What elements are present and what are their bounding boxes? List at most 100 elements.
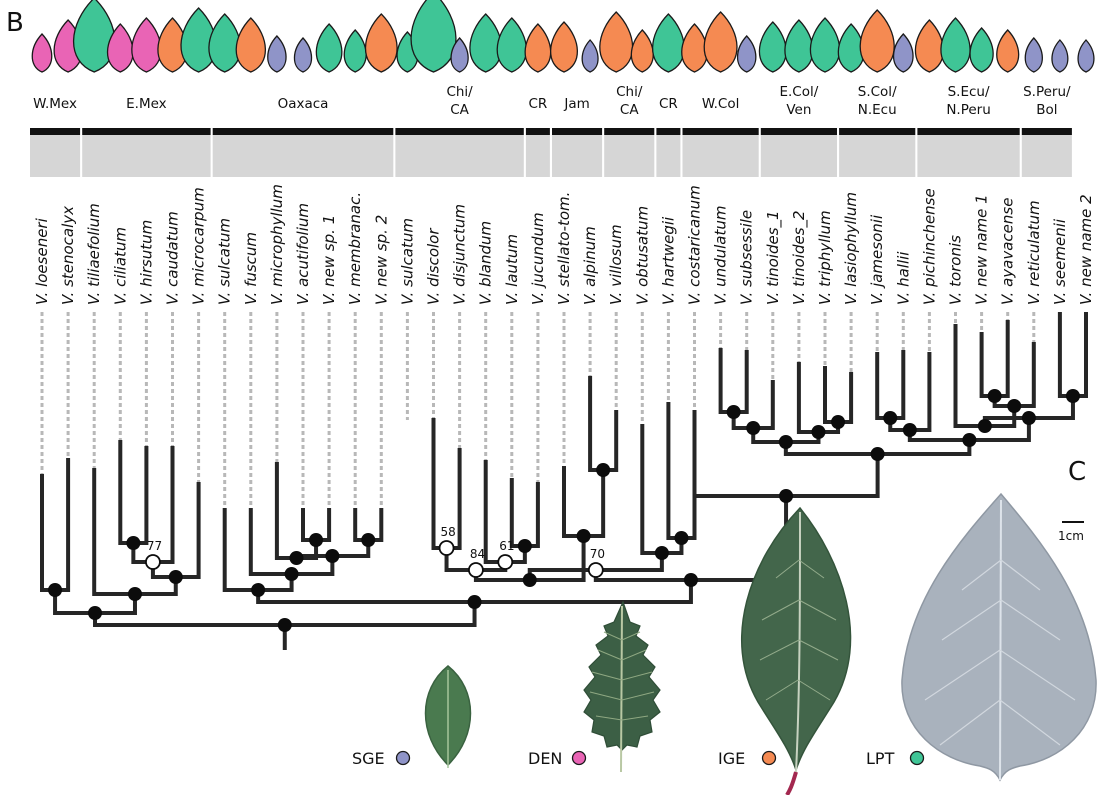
leaf-photo-ige: [740, 506, 852, 795]
region-shade: [212, 135, 394, 177]
leaf-silhouette: [581, 39, 599, 73]
support-node-full: [126, 536, 141, 550]
region-label: CA: [450, 102, 469, 118]
leaf-silhouette: [267, 35, 287, 73]
region-label: S.Ecu/: [948, 84, 990, 100]
support-node-full: [870, 447, 885, 461]
taxon-label: V. microphyllum: [268, 184, 286, 305]
taxon-label: V. toronis: [947, 235, 965, 305]
region-bar: [525, 128, 550, 135]
taxon-label: V. stenocalyx: [59, 206, 77, 305]
leaf-silhouette: [524, 23, 552, 73]
leaf-silhouette: [703, 11, 738, 73]
support-node-full: [284, 567, 299, 581]
support-value: 58: [441, 525, 456, 539]
region-label: N.Peru: [946, 102, 990, 118]
support-value: 61: [499, 539, 514, 553]
leaf-silhouette: [450, 37, 469, 73]
support-node-full: [309, 533, 324, 547]
region-label: Chi/: [446, 84, 473, 100]
leaf-silhouette: [1051, 39, 1069, 73]
region-shade: [82, 135, 211, 177]
region-label: N.Ecu: [858, 102, 897, 118]
support-nodes: 77 58 61 84 70: [48, 389, 1080, 632]
panel-label-c: C: [1068, 457, 1086, 487]
leaf-photo-lpt: [901, 492, 1097, 782]
region-label: W.Mex: [33, 96, 77, 112]
leaf-silhouette: [364, 13, 398, 73]
taxon-label: V. alpinum: [581, 226, 599, 305]
taxon-label: V. lautum: [503, 234, 521, 305]
region-bar: [212, 128, 394, 135]
taxon-label: V. obtusatum: [633, 206, 651, 305]
taxon-label: V. seemenii: [1051, 218, 1069, 305]
region-shade: [839, 135, 916, 177]
legend-swatch: [395, 750, 411, 766]
support-node-full: [987, 389, 1002, 403]
leaf-silhouette: [940, 17, 971, 73]
region-label: W.Col: [702, 96, 740, 112]
leaf-silhouette: [681, 23, 708, 73]
taxon-label: V. tiliaefolium: [85, 203, 103, 305]
support-node-full: [361, 533, 376, 547]
taxon-labels: V. loeseneri V. stenocalyx V. tiliaefolium…: [33, 184, 1095, 510]
legend-swatch: [909, 750, 925, 766]
leaf-silhouette: [293, 37, 313, 73]
support-node-full: [576, 529, 591, 543]
leaf-silhouette: [599, 11, 634, 73]
leaf-silhouette: [410, 0, 457, 73]
taxon-label: V. fuscum: [242, 232, 260, 305]
leaf-silhouette: [809, 17, 841, 73]
support-node-full: [522, 573, 537, 587]
taxon-label: V. sulcatum: [398, 218, 416, 305]
support-node-full: [811, 425, 826, 439]
taxon-label: V. reticulatum: [1025, 200, 1043, 305]
region-label: CR: [659, 96, 678, 112]
leaf-type-legend: SGE DEN IGE LPT: [352, 749, 925, 768]
scale-bar: 1cm: [1058, 521, 1084, 543]
region-label: S.Col/: [858, 84, 897, 100]
taxon-label: V. jucundum: [529, 212, 547, 305]
region-bar: [682, 128, 759, 135]
leaf-silhouette: [208, 13, 242, 73]
taxon-label: V. hirsutum: [137, 220, 155, 305]
support-node-full: [977, 419, 992, 433]
taxon-label: V. hartwegii: [659, 216, 677, 305]
support-node-full: [517, 539, 532, 553]
support-node-full: [779, 489, 794, 503]
region-shade: [656, 135, 681, 177]
support-node-full: [883, 411, 898, 425]
leaf-silhouette: [651, 13, 685, 73]
region-bar: [656, 128, 681, 135]
support-node-partial: [468, 562, 484, 578]
region-bar: [82, 128, 211, 135]
leaf-silhouette: [73, 0, 116, 73]
taxon-label: V. pichinchense: [920, 188, 938, 305]
region-shade: [552, 135, 603, 177]
support-node-full: [746, 421, 761, 435]
region-shade: [1021, 135, 1072, 177]
legend-swatch: [571, 750, 587, 766]
region-shade: [30, 135, 81, 177]
region-bar: [30, 128, 81, 135]
leaf-silhouette: [859, 9, 895, 73]
taxon-label: V. blandum: [477, 221, 495, 305]
taxon-label: V. lasiophyllum: [842, 192, 860, 305]
taxon-label: V. stellato-tom.: [555, 192, 573, 305]
support-node-full: [1065, 389, 1080, 403]
support-node-full: [48, 583, 63, 597]
region-label: S.Peru/: [1023, 84, 1071, 100]
region-bar: [760, 128, 837, 135]
leaf-silhouette: [736, 35, 757, 73]
region-bar: [917, 128, 1020, 135]
region-shade: [682, 135, 759, 177]
leaf-silhouette: [1077, 39, 1095, 73]
taxon-label: V. new name 1: [973, 194, 991, 305]
taxon-label: V. tinoides_1: [764, 210, 783, 305]
support-value: 77: [147, 539, 162, 553]
taxon-label: V. costaricanum: [686, 185, 704, 305]
taxon-label: V. ayavacense: [999, 198, 1017, 305]
support-node-full: [683, 573, 698, 587]
leaf-silhouette: [1024, 37, 1043, 73]
